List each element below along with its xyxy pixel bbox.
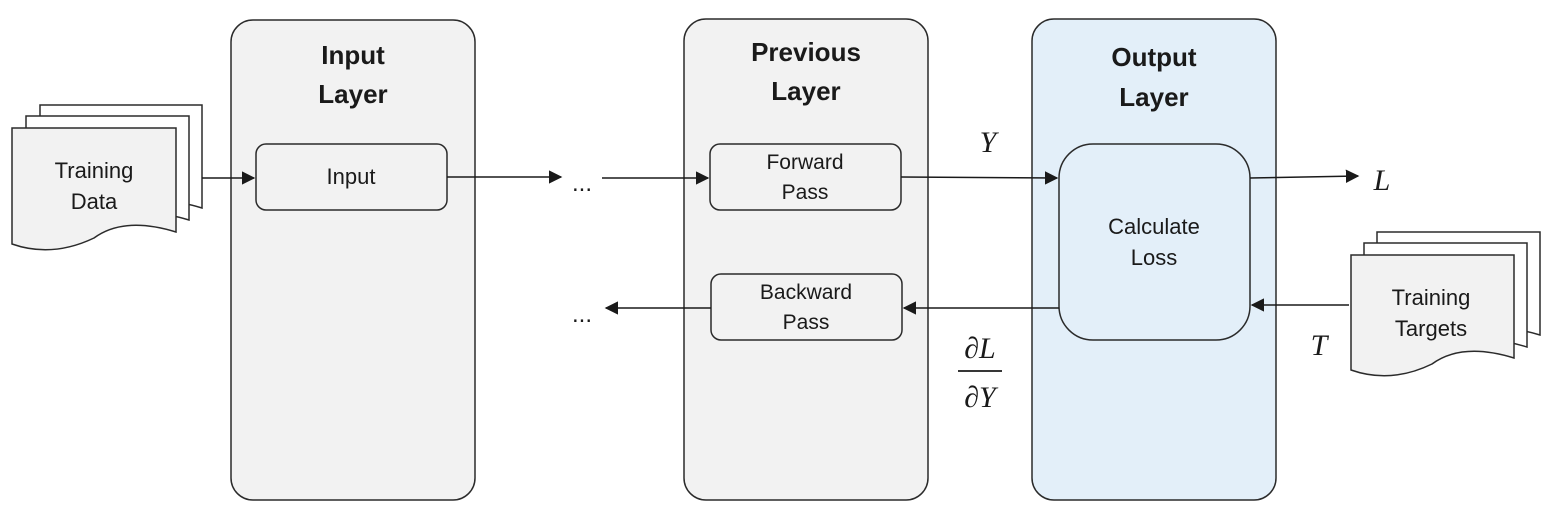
previous-layer-title-line1: Previous (751, 37, 861, 67)
output-layer-title-line1: Output (1111, 42, 1197, 72)
calculate-loss-label-line1: Calculate (1108, 214, 1200, 239)
backward-pass-block: Backward Pass (710, 273, 903, 341)
previous-layer-panel: Previous Layer (683, 18, 929, 501)
gradient-numerator: ∂L (964, 332, 996, 365)
calculate-loss-block: Calculate Loss (1058, 143, 1251, 341)
backward-pass-label-line1: Backward (760, 281, 852, 304)
training-targets-label-line1: Training (1392, 285, 1471, 310)
training-targets-label-line2: Targets (1395, 316, 1467, 341)
training-data-document-stack: Training Data (11, 104, 203, 251)
symbol-y: Y (980, 126, 1000, 159)
forward-pass-block: Forward Pass (709, 143, 902, 211)
input-layer-title-line2: Layer (318, 79, 387, 109)
backward-ellipsis: ... (572, 301, 592, 328)
input-block-label: Input (327, 164, 376, 189)
training-data-label-line1: Training (55, 158, 134, 183)
input-block: Input (255, 143, 448, 211)
previous-layer-title-line2: Layer (771, 76, 840, 106)
training-data-label-line2: Data (71, 189, 118, 214)
forward-pass-label-line1: Forward (766, 151, 843, 174)
symbol-l: L (1373, 164, 1391, 197)
arrow-loss-to-l (1249, 169, 1360, 183)
forward-pass-label-line2: Pass (782, 181, 829, 204)
calculate-loss-label-line2: Loss (1131, 245, 1177, 270)
output-layer-title-line2: Layer (1119, 82, 1188, 112)
arrow-forward-to-loss (900, 171, 1059, 185)
forward-ellipsis: ... (572, 170, 592, 197)
input-layer-panel: Input Layer (230, 19, 476, 501)
input-layer-title-line1: Input (321, 40, 385, 70)
gradient-denominator: ∂Y (964, 381, 999, 414)
backward-pass-label-line2: Pass (783, 311, 830, 334)
symbol-t: T (1311, 329, 1330, 362)
training-targets-document-stack: Training Targets (1350, 231, 1541, 377)
